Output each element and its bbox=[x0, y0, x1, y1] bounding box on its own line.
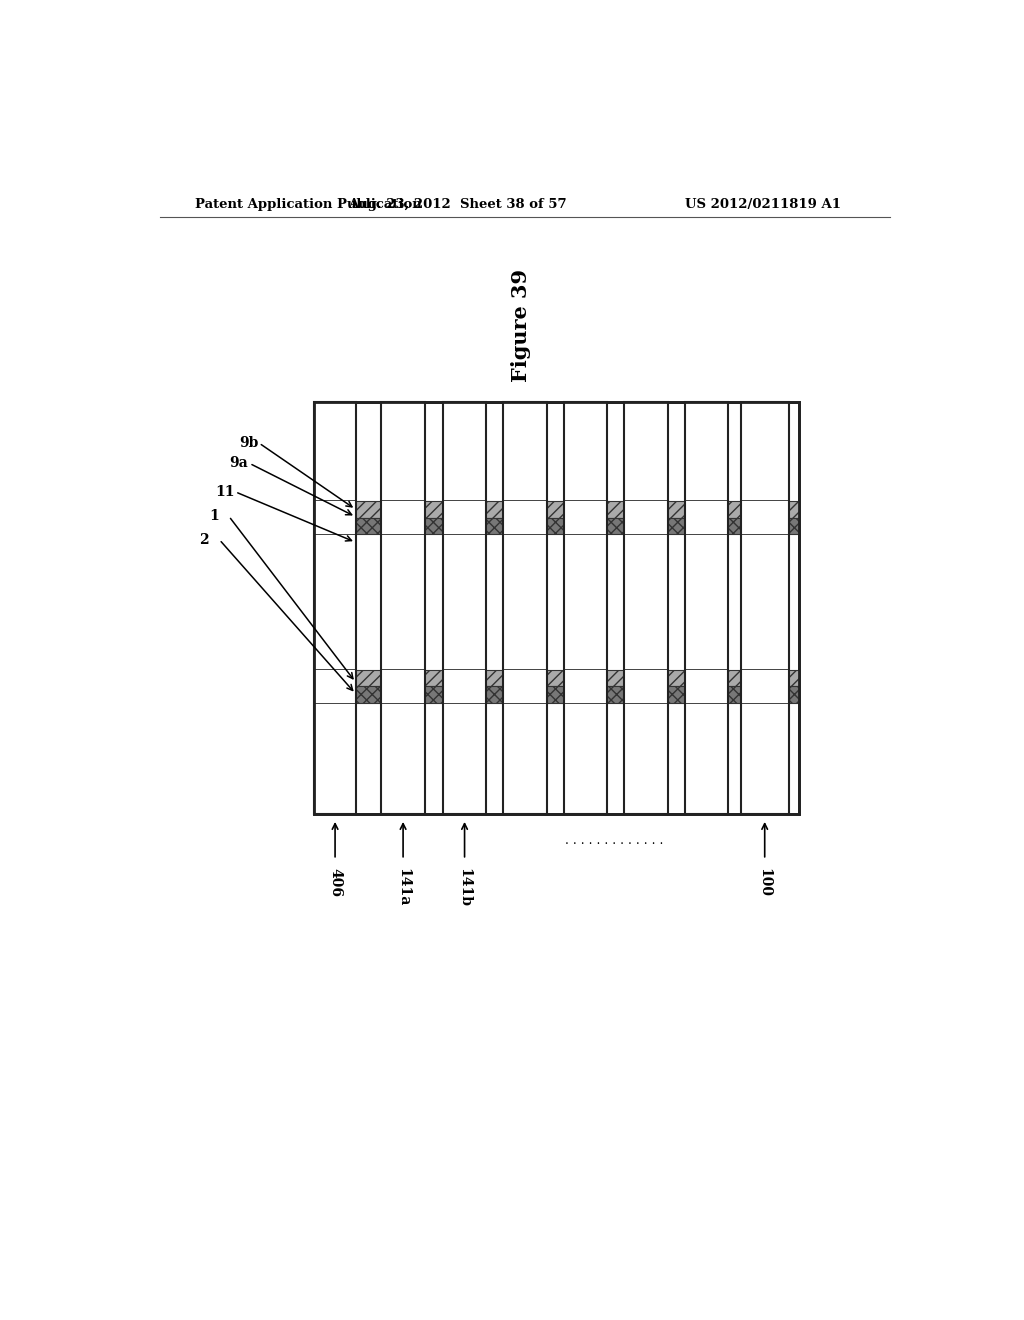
Bar bbox=[314, 403, 799, 814]
Bar bbox=[685, 671, 728, 702]
Bar bbox=[442, 671, 486, 702]
Bar bbox=[314, 403, 799, 814]
Bar bbox=[740, 502, 788, 535]
Bar bbox=[314, 403, 355, 502]
Bar bbox=[564, 502, 607, 535]
Bar bbox=[685, 535, 728, 671]
Bar bbox=[564, 702, 607, 814]
Bar bbox=[625, 403, 668, 814]
Bar bbox=[564, 671, 607, 702]
Bar bbox=[503, 535, 547, 671]
Bar bbox=[740, 702, 788, 814]
Bar bbox=[503, 502, 547, 535]
Bar bbox=[314, 502, 355, 535]
Bar bbox=[381, 671, 425, 702]
Text: · · · · · · · · · · · · ·: · · · · · · · · · · · · · bbox=[565, 838, 664, 851]
Bar bbox=[314, 686, 799, 702]
Text: 100: 100 bbox=[758, 867, 772, 896]
Bar bbox=[314, 535, 355, 671]
Bar bbox=[314, 403, 355, 814]
Bar bbox=[314, 671, 355, 702]
Bar bbox=[503, 702, 547, 814]
Text: Aug. 23, 2012  Sheet 38 of 57: Aug. 23, 2012 Sheet 38 of 57 bbox=[348, 198, 566, 211]
Bar bbox=[625, 671, 668, 702]
Text: 9b: 9b bbox=[240, 436, 258, 450]
Bar bbox=[625, 702, 668, 814]
Bar bbox=[314, 502, 799, 517]
Bar bbox=[564, 535, 607, 671]
Bar bbox=[314, 702, 355, 814]
Bar bbox=[442, 403, 486, 502]
Bar bbox=[381, 502, 425, 535]
Text: 9a: 9a bbox=[229, 457, 249, 470]
Bar bbox=[442, 403, 486, 814]
Text: 11: 11 bbox=[215, 484, 234, 499]
Bar bbox=[685, 502, 728, 535]
Bar bbox=[381, 403, 425, 502]
Bar bbox=[625, 502, 668, 535]
Text: US 2012/0211819 A1: US 2012/0211819 A1 bbox=[685, 198, 841, 211]
Bar bbox=[625, 403, 668, 502]
Bar bbox=[740, 403, 788, 502]
Bar bbox=[503, 671, 547, 702]
Bar bbox=[314, 517, 799, 535]
Text: 141a: 141a bbox=[396, 867, 410, 907]
Bar bbox=[381, 702, 425, 814]
Bar bbox=[685, 403, 728, 502]
Bar bbox=[740, 671, 788, 702]
Bar bbox=[685, 702, 728, 814]
Bar bbox=[740, 535, 788, 671]
Text: Figure 39: Figure 39 bbox=[511, 268, 530, 381]
Bar bbox=[442, 535, 486, 671]
Bar bbox=[442, 702, 486, 814]
Bar bbox=[503, 403, 547, 502]
Text: 406: 406 bbox=[328, 867, 342, 896]
Bar bbox=[381, 535, 425, 671]
Bar bbox=[564, 403, 607, 814]
Bar bbox=[381, 403, 425, 814]
Bar bbox=[564, 403, 607, 502]
Bar bbox=[625, 535, 668, 671]
Bar bbox=[740, 403, 788, 814]
Text: 2: 2 bbox=[200, 532, 209, 546]
Bar bbox=[442, 502, 486, 535]
Text: 1: 1 bbox=[209, 510, 219, 523]
Bar bbox=[685, 403, 728, 814]
Text: 141b: 141b bbox=[458, 867, 472, 907]
Bar bbox=[314, 671, 799, 686]
Bar bbox=[503, 403, 547, 814]
Text: Patent Application Publication: Patent Application Publication bbox=[196, 198, 422, 211]
